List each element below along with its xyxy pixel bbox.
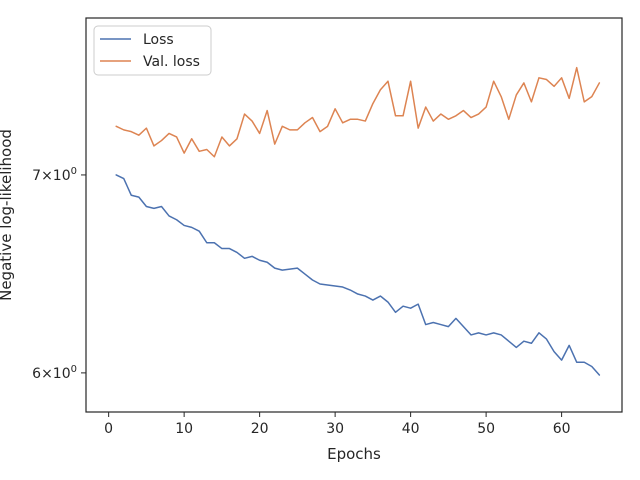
plot-frame bbox=[85, 17, 623, 413]
y-tick-label: 6×100 bbox=[32, 364, 77, 382]
x-tick-label: 20 bbox=[251, 421, 269, 437]
x-axis-label: Epochs bbox=[327, 445, 381, 463]
y-tick-label: 7×100 bbox=[32, 166, 77, 184]
legend-label: Loss bbox=[143, 32, 174, 48]
legend: Loss Val. loss bbox=[93, 25, 212, 76]
x-tick-label: 0 bbox=[104, 421, 113, 437]
x-axis-ticks: 0 10 20 30 40 50 60 bbox=[104, 412, 571, 437]
x-tick-label: 10 bbox=[175, 421, 193, 437]
x-tick-label: 30 bbox=[326, 421, 344, 437]
x-tick-label: 50 bbox=[477, 421, 495, 437]
x-tick-label: 40 bbox=[402, 421, 420, 437]
legend-label: Val. loss bbox=[143, 54, 200, 70]
plot-lines bbox=[115, 66, 601, 376]
x-tick-label: 60 bbox=[553, 421, 571, 437]
series-line-loss bbox=[115, 174, 601, 376]
series-line-val-loss bbox=[115, 66, 601, 158]
y-axis-ticks: 6×100 7×100 bbox=[32, 166, 86, 382]
y-axis-label: Negative log-likelihood bbox=[0, 129, 15, 301]
